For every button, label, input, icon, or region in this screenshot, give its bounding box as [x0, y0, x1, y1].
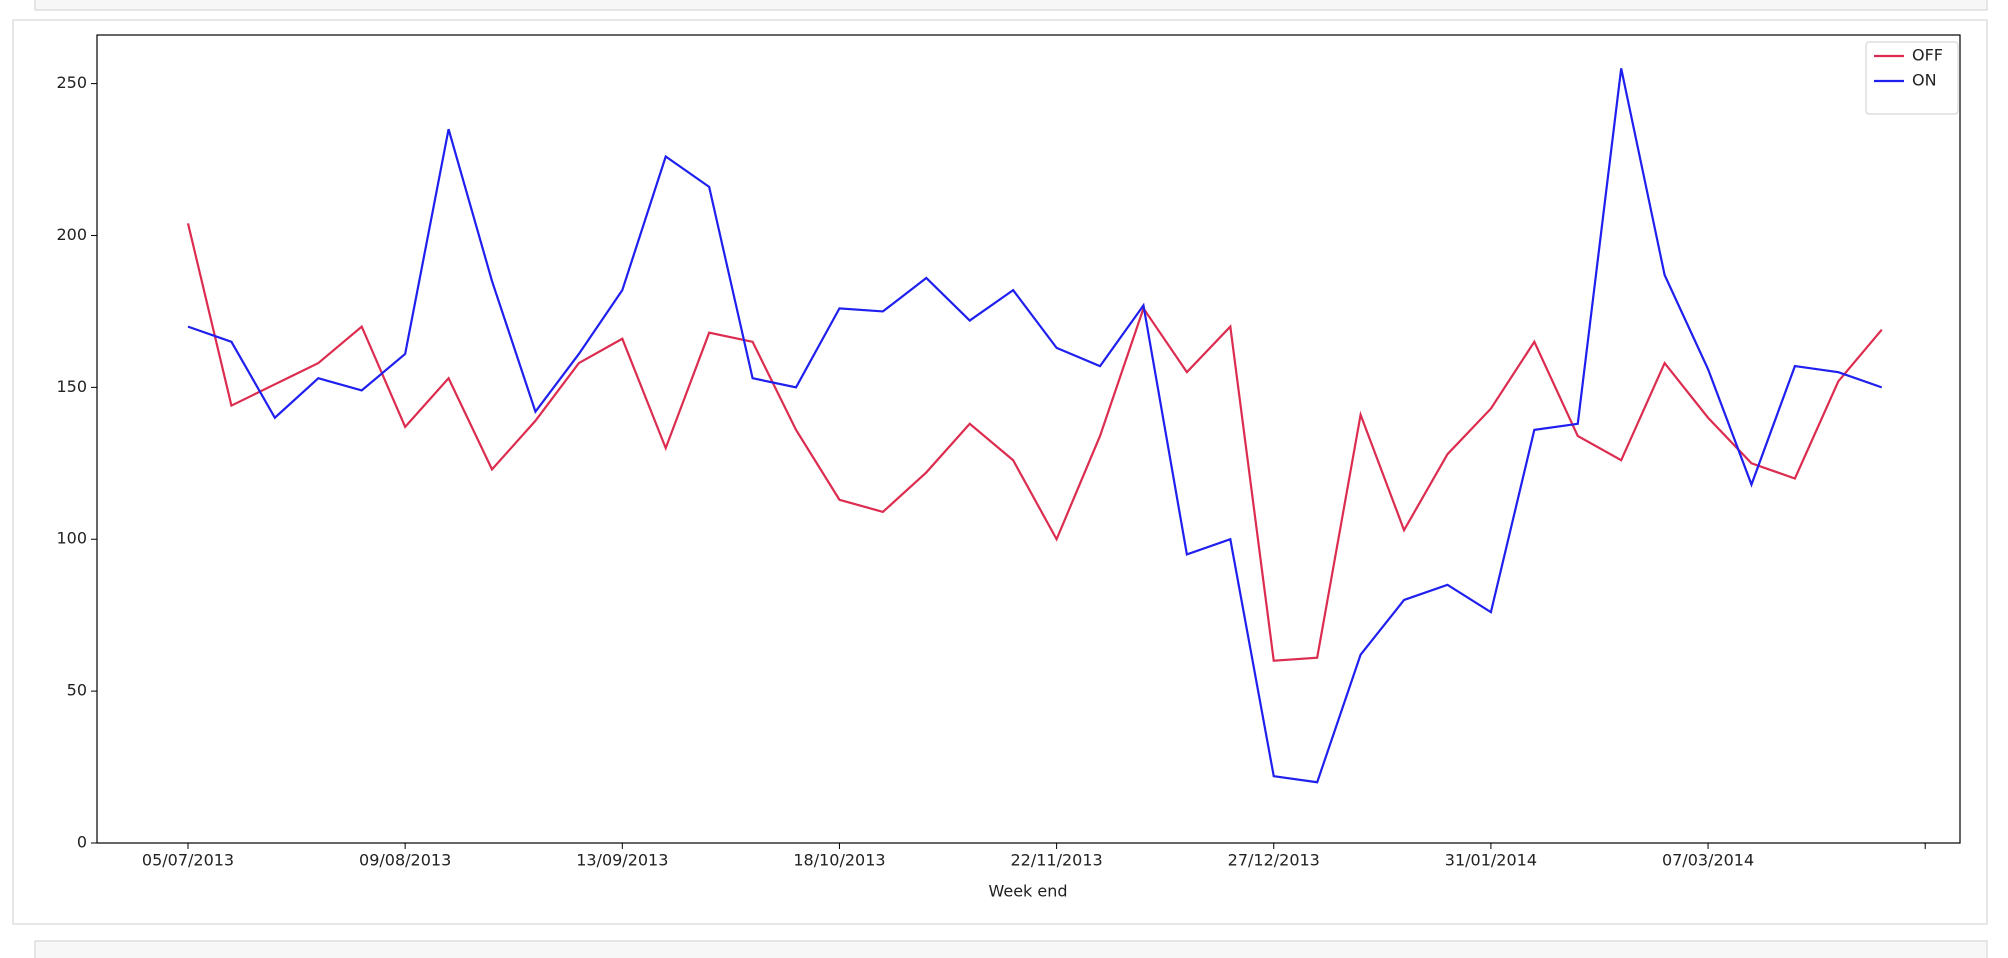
legend-label: OFF: [1912, 46, 1943, 65]
x-axis-label: Week end: [988, 882, 1067, 901]
plot-frame: [96, 34, 1961, 844]
input-cell[interactable]: [34, 0, 1988, 11]
x-tick-label: 22/11/2013: [1010, 851, 1102, 870]
output-frame: [12, 19, 1988, 925]
next-input-cell[interactable]: [34, 940, 1988, 958]
y-tick-label: 250: [56, 73, 87, 92]
x-tick-label: 18/10/2013: [793, 851, 885, 870]
legend-box: [1865, 41, 1959, 115]
y-tick-label: 150: [56, 377, 87, 396]
y-tick-label: 50: [67, 681, 87, 700]
x-tick-label: 05/07/2013: [142, 851, 234, 870]
y-tick-label: 100: [56, 529, 87, 548]
x-tick-label: 13/09/2013: [576, 851, 668, 870]
x-tick-label: 09/08/2013: [359, 851, 451, 870]
y-tick-label: 0: [77, 833, 87, 852]
legend-label: ON: [1912, 71, 1937, 90]
line-series: [187, 68, 1883, 784]
y-tick-label: 200: [56, 225, 87, 244]
line-series: [186, 223, 1883, 662]
x-tick-label: 07/03/2014: [1662, 851, 1754, 870]
x-tick-label: 27/12/2013: [1228, 851, 1320, 870]
x-tick-label: 31/01/2014: [1445, 851, 1537, 870]
